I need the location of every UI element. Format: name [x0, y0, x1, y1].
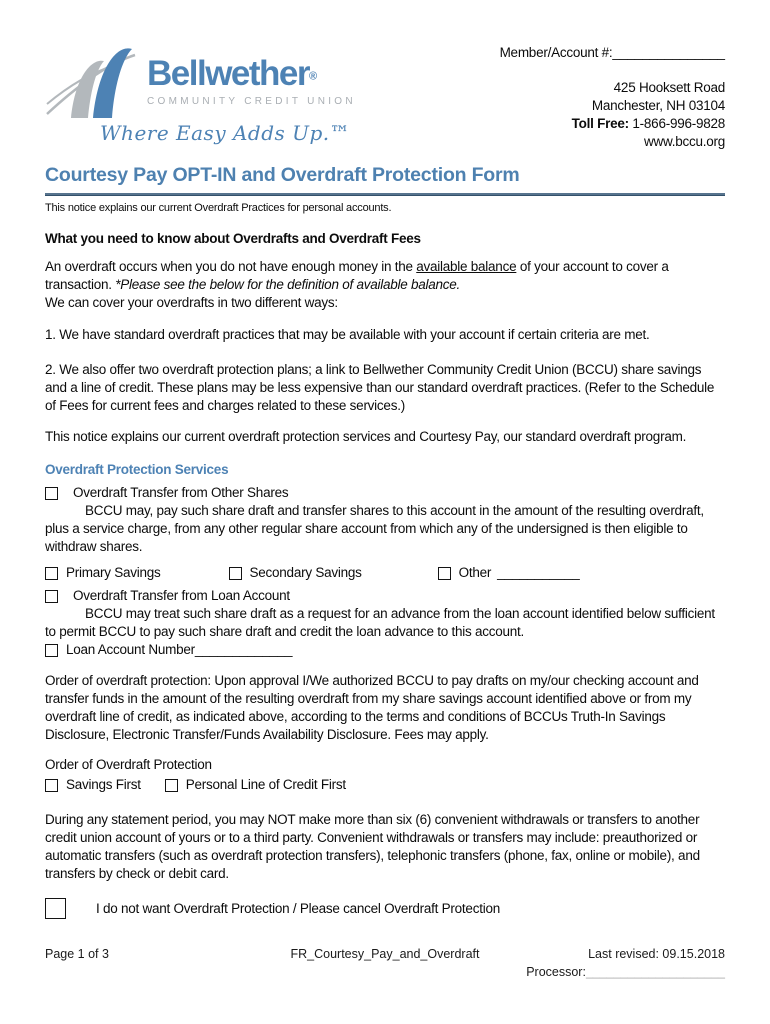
paragraph-overdraft-definition: An overdraft occurs when you do not have…	[45, 259, 669, 292]
paragraph-order-of-protection: Order of overdraft protection: Upon appr…	[45, 673, 699, 742]
member-account-field[interactable]: Member/Account #:_______________	[500, 44, 725, 62]
loan-account-number-blank[interactable]: _____________	[194, 642, 293, 657]
ploc-first-label: Personal Line of Credit First	[185, 777, 346, 792]
paragraph-shares-body: BCCU may, pay such share draft and trans…	[45, 503, 704, 554]
processor-label: Processor:	[526, 965, 586, 979]
page-title: Courtesy Pay OPT-IN and Overdraft Protec…	[45, 164, 520, 186]
definition-note-italic: *Please see the below for the definition…	[115, 277, 461, 292]
checkbox-ploc-first[interactable]	[164, 778, 178, 792]
overdraft-protection-services-heading: Overdraft Protection Services	[45, 462, 229, 477]
order-heading: Order of Overdraft Protection	[45, 757, 212, 772]
option-label: Overdraft Transfer from Loan Account	[73, 588, 290, 603]
brand-subtitle: COMMUNITY CREDIT UNION	[147, 96, 356, 107]
checkbox-other[interactable]	[437, 566, 451, 580]
website: www.bccu.org	[643, 134, 725, 149]
other-blank[interactable]: ___________	[497, 565, 580, 580]
option-label: Overdraft Transfer from Other Shares	[73, 485, 289, 500]
member-account-blank[interactable]: _______________	[612, 45, 725, 60]
option-savings-first: Savings First	[45, 776, 141, 794]
option-overdraft-transfer-shares: Overdraft Transfer from Other Shares	[45, 484, 725, 502]
member-account-label: Member/Account #:	[499, 45, 613, 60]
option-overdraft-transfer-loan: Overdraft Transfer from Loan Account	[45, 587, 725, 605]
checkbox-secondary-savings[interactable]	[228, 566, 242, 580]
option-other: Other ___________	[437, 564, 580, 582]
bellwether-logo: Bellwether® COMMUNITY CREDIT UNION Where…	[45, 42, 390, 145]
primary-savings-label: Primary Savings	[66, 565, 161, 580]
checkbox-primary-savings[interactable]	[45, 566, 58, 580]
last-revised: Last revised: 09.15.2018	[588, 947, 725, 961]
loan-account-number-row: Loan Account Number _____________	[45, 641, 725, 659]
address-line-1: 425 Hooksett Road	[613, 80, 726, 95]
contact-block: Member/Account #:_______________ 425 Hoo…	[500, 42, 726, 151]
brand-tagline: Where Easy Adds Up.™	[100, 121, 351, 145]
checkbox-loan-account-number[interactable]	[45, 643, 58, 657]
bellwether-logo-mark-icon	[46, 48, 136, 118]
know-heading: What you need to know about Overdrafts a…	[45, 231, 421, 246]
paragraph-two-ways: We can cover your overdrafts in two diff…	[45, 295, 338, 310]
processor-field[interactable]: Processor:____________________	[45, 964, 725, 981]
option-secondary-savings: Secondary Savings	[228, 564, 362, 582]
toll-free-line: Toll Free: 1-866-996-9828	[571, 116, 726, 131]
loan-account-number-label: Loan Account Number	[66, 642, 195, 657]
option-primary-savings: Primary Savings	[45, 564, 161, 582]
option-ploc-first: Personal Line of Credit First	[164, 776, 346, 794]
brand-name: Bellwether®	[147, 54, 318, 93]
other-label: Other	[458, 565, 492, 580]
paragraph-statement-limits: During any statement period, you may NOT…	[45, 812, 700, 881]
secondary-savings-label: Secondary Savings	[249, 565, 362, 580]
title-divider	[45, 193, 725, 196]
available-balance-underlined: available balance	[416, 259, 517, 274]
savings-choice-row: Primary Savings Secondary Savings Other _…	[45, 564, 725, 582]
paragraph-loan-body: BCCU may treat such share draft as a req…	[45, 606, 715, 639]
registered-mark: ®	[309, 70, 318, 83]
address-line-2: Manchester, NH 03104	[591, 98, 725, 113]
notice-line: This notice explains our current Overdra…	[45, 202, 392, 214]
processor-blank[interactable]: ____________________	[585, 965, 725, 979]
paragraph-item-2: 2. We also offer two overdraft protectio…	[45, 362, 715, 413]
checkbox-cancel-protection[interactable]	[45, 898, 66, 919]
option-cancel-protection: I do not want Overdraft Protection / Ple…	[45, 898, 725, 919]
cancel-protection-label: I do not want Overdraft Protection / Ple…	[96, 900, 500, 916]
checkbox-savings-first[interactable]	[45, 778, 58, 792]
document-name: FR_Courtesy_Pay_and_Overdraft	[290, 947, 480, 961]
savings-first-label: Savings First	[66, 777, 141, 792]
paragraph-item-1: 1. We have standard overdraft practices …	[45, 327, 650, 342]
page-footer: Page 1 of 3 FR_Courtesy_Pay_and_Overdraf…	[45, 946, 725, 981]
order-choice-row: Savings First Personal Line of Credit Fi…	[45, 776, 725, 794]
form-header: Bellwether® COMMUNITY CREDIT UNION Where…	[45, 42, 725, 151]
paragraph-notice-2: This notice explains our current overdra…	[45, 429, 687, 444]
checkbox-overdraft-transfer-loan[interactable]	[45, 589, 58, 603]
checkbox-overdraft-transfer-shares[interactable]	[45, 486, 58, 500]
page-number: Page 1 of 3	[45, 947, 109, 961]
